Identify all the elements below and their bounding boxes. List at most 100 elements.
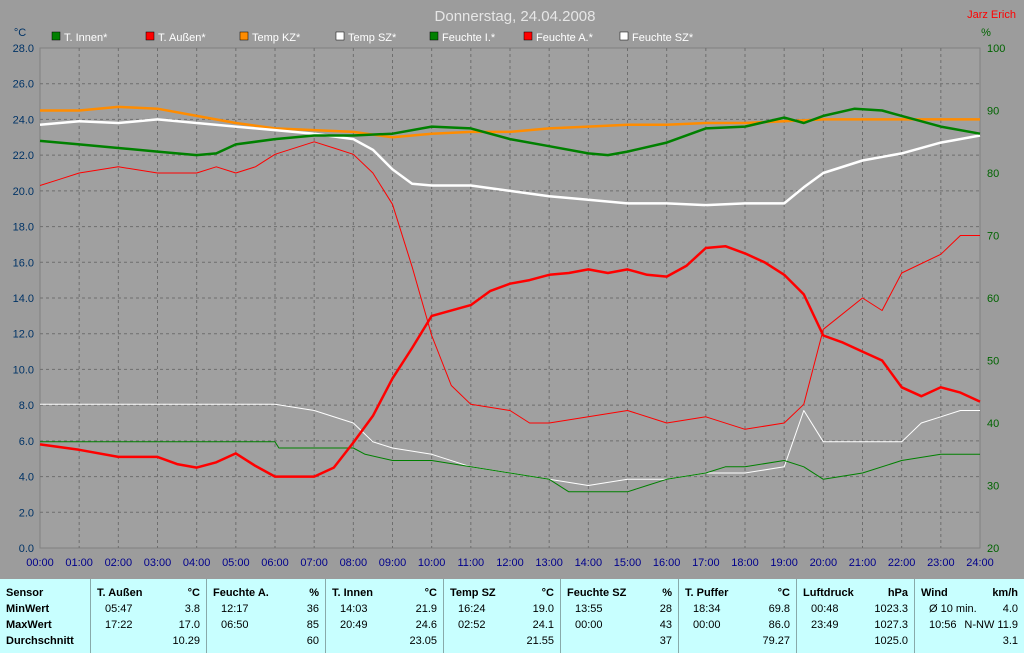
legend-label: Feuchte I.* [442,32,496,44]
stats-column-name: Feuchte A. [213,587,269,599]
max-value: 86.0 [768,619,790,631]
max-time: 00:00 [575,619,603,631]
legend-label: Feuchte SZ* [632,32,694,44]
label-durchschnitt: Durchschnitt [6,635,74,647]
max-value: 43 [659,619,672,631]
stats-column-name: Wind [921,587,948,599]
avg-value: 1025.0 [874,635,908,647]
max-time: 10:56 [929,619,957,631]
stats-column: Luftdruck hPa 00:48 1023.3 23:49 1027.3 1025.0 [796,579,914,653]
stats-column-unit: km/h [992,587,1018,599]
x-tick-label: 07:00 [300,557,328,569]
weather-chart: Donnerstag, 24.04.2008 Jarz Erich °C % T… [12,8,1016,569]
label-minwert: MinWert [6,603,50,615]
min-value: 21.9 [415,603,437,615]
stats-max-row: 00:00 86.0 [685,619,790,633]
x-tick-label: 08:00 [340,557,368,569]
min-value: 4.0 [1002,603,1018,615]
max-value: 24.1 [532,619,554,631]
stats-column-unit: % [309,587,319,599]
left-tick-label: 10.0 [13,364,34,376]
x-tick-label: 24:00 [966,557,994,569]
right-tick-label: 100 [987,43,1005,55]
avg-value: 79.27 [762,635,790,647]
stats-column: Wind km/h Ø 10 min. 4.0 10:56 N-NW 11.9 3.1 [914,579,1024,653]
stats-max-row: 23:49 1027.3 [803,619,908,633]
x-tick-label: 22:00 [888,557,916,569]
avg-value: 21.55 [526,635,554,647]
stats-column-unit: °C [777,587,790,599]
max-time: 00:00 [693,619,721,631]
stats-column-unit: % [662,587,672,599]
right-tick-label: 70 [987,231,999,243]
right-tick-label: 50 [987,356,999,368]
min-time: 05:47 [105,603,133,615]
left-tick-label: 14.0 [13,293,34,305]
left-tick-label: 8.0 [19,400,34,412]
legend-label: T. Außen* [158,32,206,44]
min-value: 1023.3 [874,603,908,615]
x-tick-label: 02:00 [105,557,133,569]
stats-column: T. Innen °C 14:03 21.9 20:49 24.6 23.05 [325,579,443,653]
legend-swatch [429,31,439,41]
left-tick-label: 4.0 [19,472,34,484]
stats-column-name: T. Puffer [685,587,729,599]
max-time: 06:50 [221,619,249,631]
stats-avg-row: 60 [213,635,319,649]
stats-max-row: 06:50 85 [213,619,319,633]
max-time: 02:52 [458,619,486,631]
x-axis-ticks: 00:00 01:00 02:00 03:00 04:00 05:00 06:00 07:00… [26,557,994,569]
chart-title: Donnerstag, 24.04.2008 [435,8,596,25]
stats-column-name: Temp SZ [450,587,496,599]
stats-avg-row: 3.1 [921,635,1018,649]
stats-panel: Sensor MinWert MaxWert Durchschnitt T. A… [0,579,1024,653]
legend-swatch [335,31,345,41]
x-tick-label: 21:00 [849,557,877,569]
stats-max-row: 10:56 N-NW 11.9 [921,619,1018,633]
series-line-1 [39,244,981,478]
x-tick-label: 05:00 [222,557,250,569]
legend-label: T. Innen* [64,32,108,44]
right-axis-unit: % [981,27,991,39]
label-maxwert: MaxWert [6,619,52,631]
stats-max-row: 20:49 24.6 [332,619,437,633]
legend-label: Feuchte A.* [536,32,594,44]
series-line-6 [40,403,980,486]
right-axis-ticks: 20 30 40 50 60 70 80 90 100 [987,43,1005,555]
left-tick-label: 24.0 [13,114,34,126]
avg-value: 10.29 [172,635,200,647]
x-tick-label: 04:00 [183,557,211,569]
stats-max-row: 17:22 17.0 [97,619,200,633]
right-tick-label: 40 [987,418,999,430]
x-tick-label: 01:00 [65,557,93,569]
min-time: Ø 10 min. [929,603,977,615]
left-axis-ticks: 0.0 2.0 4.0 6.0 8.0 10.0 12.0 14.0 16.0 18.0 20.0 2… [13,43,34,555]
stats-column-name: T. Außen [97,587,143,599]
x-tick-label: 10:00 [418,557,446,569]
left-tick-label: 16.0 [13,257,34,269]
avg-value: 37 [659,635,672,647]
stats-min-row: 14:03 21.9 [332,603,437,617]
stats-column-unit: hPa [887,587,908,599]
min-time: 18:34 [693,603,721,615]
left-tick-label: 26.0 [13,79,34,91]
stats-min-row: 16:24 19.0 [450,603,554,617]
right-tick-label: 30 [987,481,999,493]
x-tick-label: 16:00 [653,557,681,569]
stats-avg-row: 10.29 [97,635,200,649]
min-value: 36 [306,603,319,615]
max-value: 17.0 [178,619,200,631]
x-tick-label: 12:00 [496,557,524,569]
legend-swatch [523,31,533,41]
legend-label: Temp KZ* [252,32,301,44]
stats-min-row: 05:47 3.8 [97,603,200,617]
stats-column: Temp SZ °C 16:24 19.0 02:52 24.1 21.55 [443,579,560,653]
stats-avg-row: 21.55 [450,635,554,649]
legend: T. Innen* T. Außen* Temp KZ* Temp SZ* Feucht… [51,31,694,44]
avg-value: 3.1 [1002,635,1018,647]
legend-swatch [619,31,629,41]
max-time: 20:49 [340,619,368,631]
x-tick-label: 03:00 [144,557,172,569]
min-time: 13:55 [575,603,603,615]
series-group [39,105,981,493]
